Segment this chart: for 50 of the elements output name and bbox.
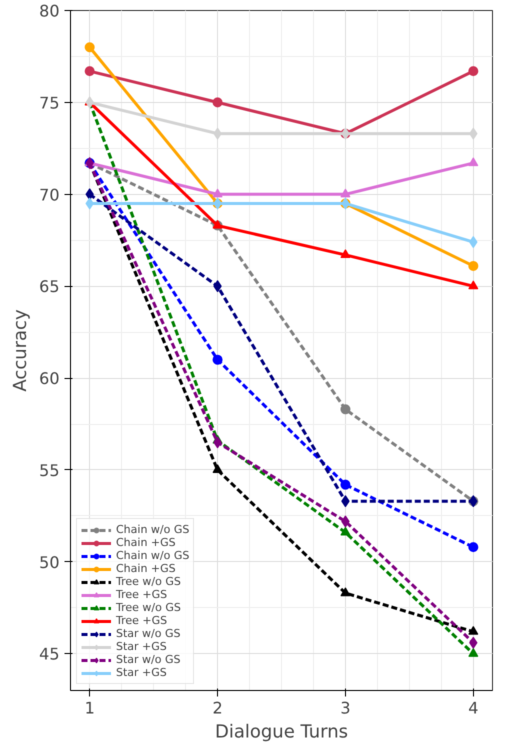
y-tick-label: 70: [39, 185, 60, 204]
point: [340, 249, 350, 258]
x-tick-label: 2: [212, 698, 223, 718]
legend-label: Chain +GS: [116, 562, 176, 575]
point: [213, 128, 222, 140]
legend-label: Chain w/o GS: [116, 523, 190, 536]
point: [212, 464, 223, 474]
point: [468, 542, 478, 552]
y-tick-label: 45: [39, 644, 60, 664]
y-tick-label: 80: [39, 2, 60, 20]
point: [84, 42, 95, 52]
point: [340, 404, 350, 414]
point: [340, 587, 350, 596]
point: [213, 436, 222, 448]
legend-label: Tree +GS: [116, 614, 168, 627]
y-axis-title: Accuracy: [10, 309, 32, 392]
point: [340, 526, 350, 536]
point: [340, 188, 350, 198]
point: [341, 515, 350, 528]
point: [341, 495, 350, 508]
legend-label: Tree w/o GS: [116, 575, 181, 588]
legend-label: Star w/o GS: [116, 627, 180, 640]
point: [212, 188, 223, 198]
y-tick-label: 75: [39, 93, 60, 112]
legend-label: Chain w/o GS: [116, 549, 190, 562]
point: [212, 354, 223, 365]
legend-label: Star +GS: [116, 666, 167, 679]
point: [212, 97, 223, 108]
legend-label: Tree w/o GS: [116, 601, 181, 614]
point: [468, 157, 478, 166]
legend-label: Chain +GS: [116, 536, 176, 549]
point: [340, 480, 350, 490]
point: [84, 66, 95, 76]
x-tick-label: 1: [84, 698, 95, 718]
y-tick-label: 55: [39, 460, 60, 480]
point: [468, 66, 478, 76]
x-axis-title: Dialogue Turns: [214, 722, 348, 742]
y-tick-label: 60: [39, 369, 60, 388]
legend-label: Tree +GS: [116, 588, 168, 601]
y-tick-label: 65: [39, 277, 60, 296]
point: [468, 280, 478, 290]
point: [468, 626, 478, 635]
point: [468, 260, 478, 271]
legend-label: Star w/o GS: [116, 653, 180, 666]
x-tick-label: 3: [340, 698, 351, 718]
y-tick-label: 50: [39, 552, 60, 572]
legend-label: Star +GS: [116, 640, 167, 653]
x-tick-label: 4: [468, 698, 478, 718]
point: [468, 648, 478, 657]
point: [213, 280, 222, 292]
